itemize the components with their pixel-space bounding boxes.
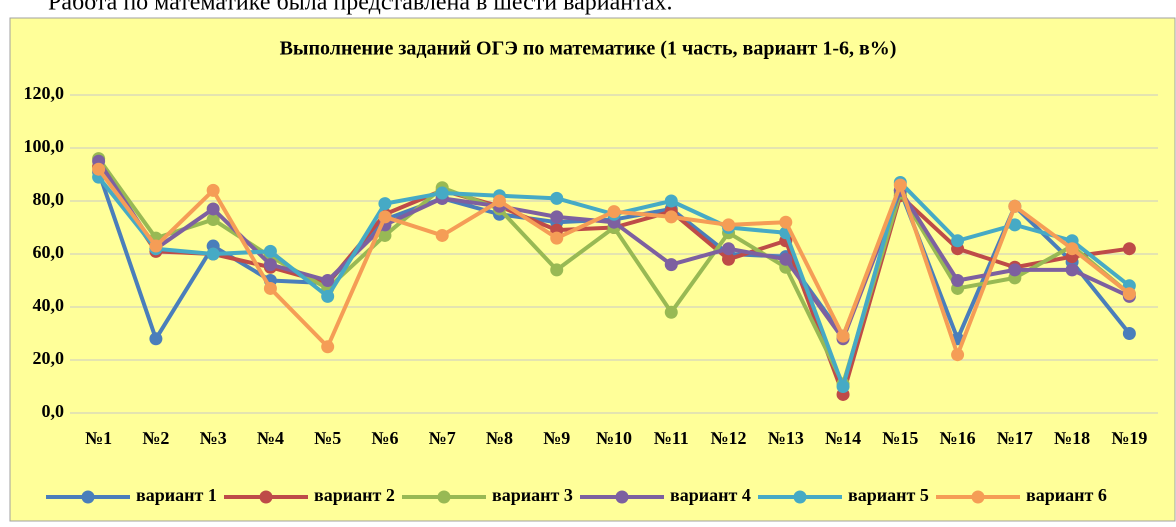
y-tick-label: 0,0	[42, 401, 65, 421]
point	[664, 194, 678, 208]
point	[664, 210, 678, 224]
y-tick-label: 60,0	[33, 242, 65, 262]
legend-marker	[615, 490, 629, 504]
point	[321, 340, 335, 354]
point	[321, 289, 335, 303]
point	[951, 274, 965, 287]
x-tick-label: №5	[314, 428, 341, 448]
point	[836, 329, 850, 343]
legend-label: вариант 6	[1026, 485, 1107, 505]
x-tick-label: №9	[543, 428, 570, 448]
point	[722, 242, 736, 256]
legend-marker	[259, 490, 273, 504]
point	[206, 213, 220, 227]
x-tick-label: №13	[768, 428, 804, 448]
point	[378, 210, 392, 224]
chart-area	[9, 17, 1176, 522]
legend-label: вариант 1	[136, 485, 217, 505]
point	[206, 183, 220, 197]
point	[550, 231, 564, 245]
legend-label: вариант 5	[848, 485, 929, 505]
x-tick-label: №11	[654, 428, 689, 448]
legend-label: вариант 3	[492, 485, 573, 505]
point	[492, 194, 506, 208]
legend-marker	[793, 490, 807, 504]
point	[1122, 287, 1136, 301]
point	[951, 234, 965, 248]
point	[206, 202, 220, 216]
point	[263, 258, 277, 272]
x-tick-label: №4	[257, 428, 284, 448]
x-tick-label: №2	[142, 428, 169, 448]
point	[435, 186, 449, 200]
point	[263, 244, 277, 258]
point	[321, 274, 335, 287]
point	[263, 281, 277, 295]
y-tick-label: 120,0	[24, 83, 65, 103]
point	[550, 191, 564, 205]
y-tick-label: 20,0	[33, 348, 65, 368]
point	[893, 178, 907, 192]
x-tick-label: №7	[429, 428, 456, 448]
point	[1008, 218, 1022, 232]
y-tick-label: 40,0	[33, 295, 65, 315]
point	[1008, 263, 1022, 277]
point	[1065, 242, 1079, 256]
legend-label: вариант 4	[670, 485, 751, 505]
point	[779, 215, 793, 229]
point	[951, 348, 965, 362]
chart-title: Выполнение заданий ОГЭ по математике (1 …	[280, 38, 897, 60]
caption: Работа по математике была представлена в…	[48, 0, 673, 16]
y-tick-label: 100,0	[24, 136, 65, 156]
point	[149, 332, 163, 346]
point	[378, 197, 392, 211]
legend-label: вариант 2	[314, 485, 395, 505]
legend-marker	[971, 490, 985, 504]
legend-marker	[437, 490, 451, 504]
point	[779, 252, 793, 266]
point	[378, 228, 392, 242]
point	[92, 162, 106, 176]
point	[836, 380, 850, 393]
y-tick-label: 80,0	[33, 189, 65, 209]
x-tick-label: №14	[825, 428, 861, 448]
point	[435, 228, 449, 242]
point	[722, 252, 736, 266]
x-tick-label: №18	[1054, 428, 1090, 448]
point	[1122, 242, 1136, 256]
x-tick-label: №15	[882, 428, 918, 448]
x-tick-label: №1	[85, 428, 112, 448]
x-tick-label: №16	[940, 428, 976, 448]
point	[1065, 263, 1079, 277]
point	[607, 205, 621, 219]
x-tick-label: №8	[486, 428, 513, 448]
x-tick-label: №17	[997, 428, 1033, 448]
point	[664, 305, 678, 319]
x-tick-label: №10	[596, 428, 632, 448]
point	[722, 218, 736, 232]
point	[1008, 199, 1022, 213]
point	[550, 263, 564, 277]
x-tick-label: №19	[1111, 428, 1147, 448]
point	[1122, 327, 1136, 340]
point	[664, 258, 678, 272]
x-tick-label: №12	[710, 428, 746, 448]
point	[149, 239, 163, 253]
point	[206, 247, 220, 261]
x-tick-label: №3	[200, 428, 227, 448]
legend-marker	[81, 490, 95, 504]
point	[550, 210, 564, 224]
x-tick-label: №6	[371, 428, 398, 448]
